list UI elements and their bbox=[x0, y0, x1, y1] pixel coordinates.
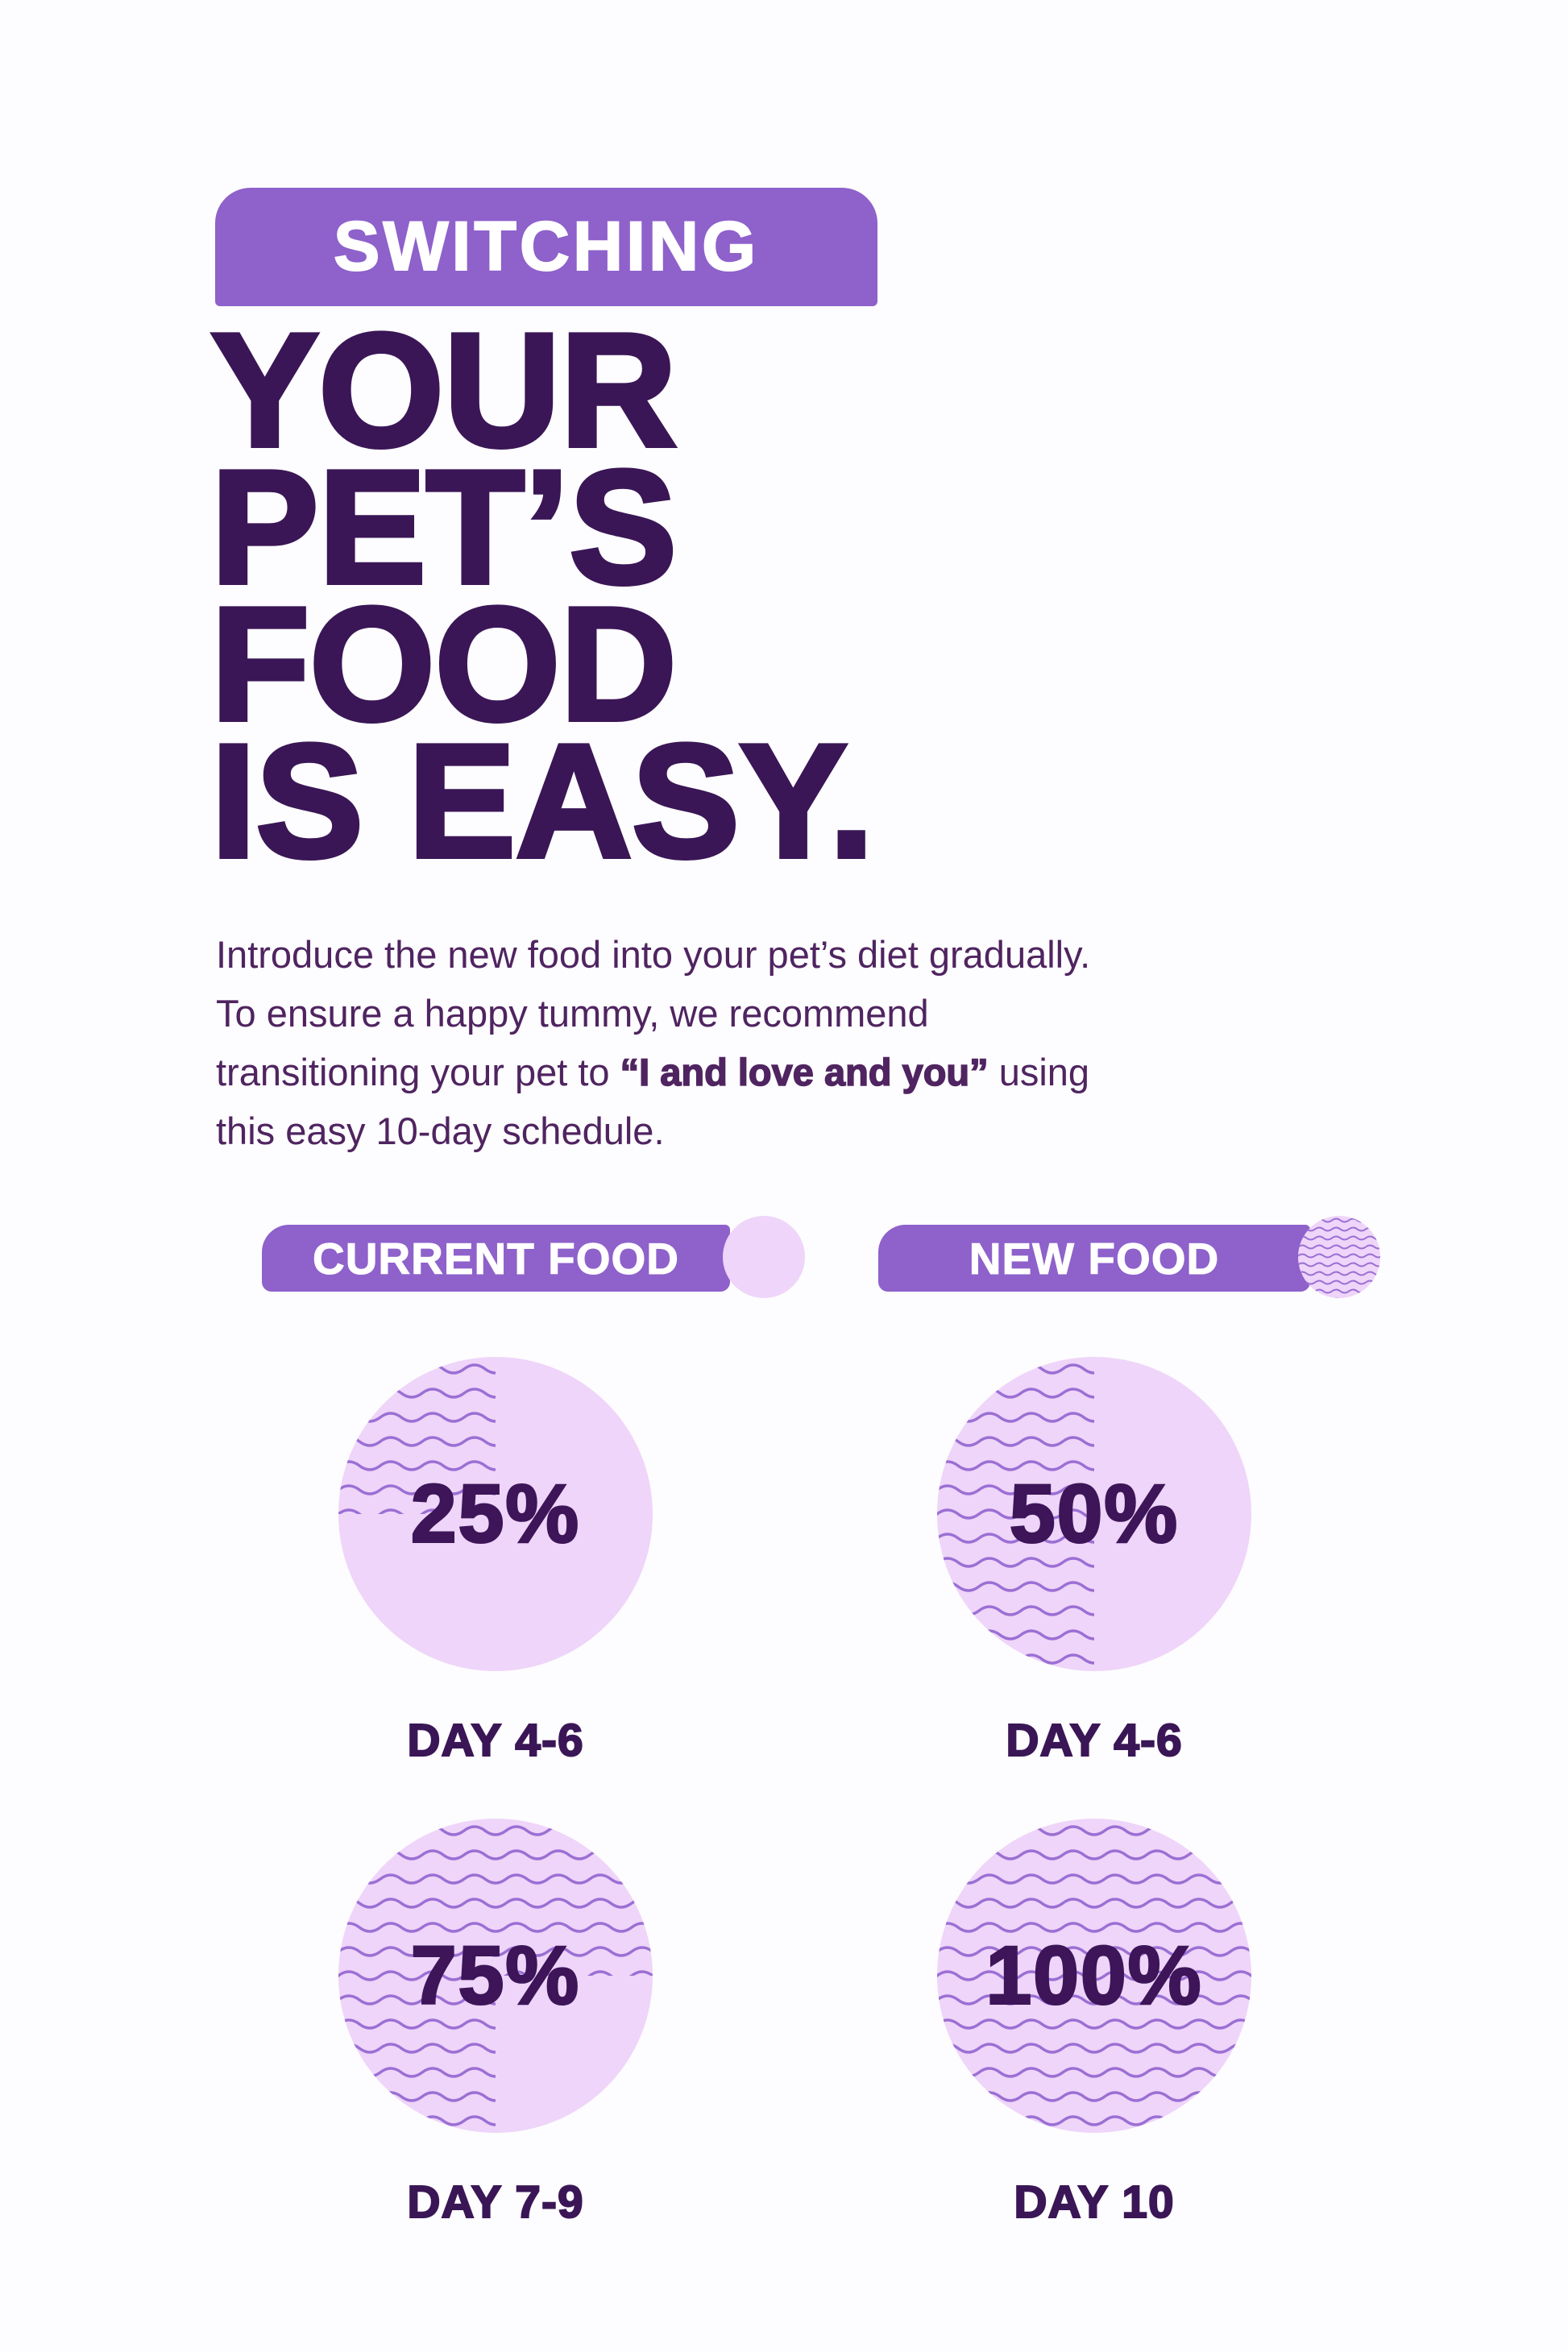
switching-badge-label: SWITCHING bbox=[333, 207, 760, 286]
intro-line: Introduce the new food into your pet’s d… bbox=[216, 933, 1091, 976]
current-food-swatch-icon bbox=[723, 1216, 805, 1298]
page-title: YOUR PET’S FOOD IS EASY. bbox=[209, 301, 877, 891]
legend-current-food-pill: CURRENT FOOD bbox=[262, 1225, 730, 1292]
page-title-line: FOOD bbox=[209, 575, 679, 754]
schedule-step-1: 25% DAY 4-6 bbox=[338, 1357, 653, 1776]
food-mix-circle-50-graphic bbox=[937, 1357, 1251, 1671]
food-mix-circle-75-graphic bbox=[338, 1819, 653, 2133]
intro-paragraph: Introduce the new food into your pet’s d… bbox=[216, 925, 1360, 1160]
percent-label: 100% bbox=[985, 1928, 1203, 2022]
legend-current-food-label: CURRENT FOOD bbox=[312, 1233, 680, 1284]
new-food-swatch-icon bbox=[1298, 1216, 1380, 1298]
percent-label: 50% bbox=[1008, 1466, 1180, 1561]
intro-line-post: using bbox=[988, 1051, 1090, 1093]
food-mix-circle-100-graphic bbox=[937, 1819, 1251, 2133]
percent-label: 25% bbox=[409, 1466, 581, 1561]
page-title-line: PET’S bbox=[209, 438, 679, 617]
schedule-step-4: 100% DAY 10 bbox=[937, 1819, 1251, 2238]
legend-new-food-pill: NEW FOOD bbox=[878, 1225, 1310, 1292]
brand-name: “I and love and you” bbox=[620, 1050, 989, 1094]
switching-badge: SWITCHING bbox=[215, 188, 877, 306]
intro-line: To ensure a happy tummy, we recommend bbox=[216, 992, 929, 1035]
schedule-step-2: 50% DAY 4-6 bbox=[937, 1357, 1251, 1776]
percent-label: 75% bbox=[409, 1928, 581, 2022]
day-label: DAY 4-6 bbox=[1005, 1714, 1183, 1767]
schedule-step-3: 75% DAY 7-9 bbox=[338, 1819, 653, 2238]
day-label: DAY 10 bbox=[1013, 2176, 1175, 2229]
legend-new-food-label: NEW FOOD bbox=[969, 1233, 1220, 1284]
day-label: DAY 4-6 bbox=[406, 1714, 584, 1767]
intro-line: transitioning your pet to “I and love an… bbox=[216, 1043, 1360, 1101]
waves-pattern-icon bbox=[1298, 1216, 1380, 1298]
intro-line: this easy 10-day schedule. bbox=[216, 1110, 665, 1152]
food-mix-circle-25-graphic bbox=[338, 1357, 653, 1671]
intro-line-pre: transitioning your pet to bbox=[216, 1051, 620, 1093]
day-label: DAY 7-9 bbox=[406, 2176, 584, 2229]
page-title-line: IS EASY. bbox=[209, 711, 877, 891]
page-title-line: YOUR bbox=[209, 301, 679, 480]
